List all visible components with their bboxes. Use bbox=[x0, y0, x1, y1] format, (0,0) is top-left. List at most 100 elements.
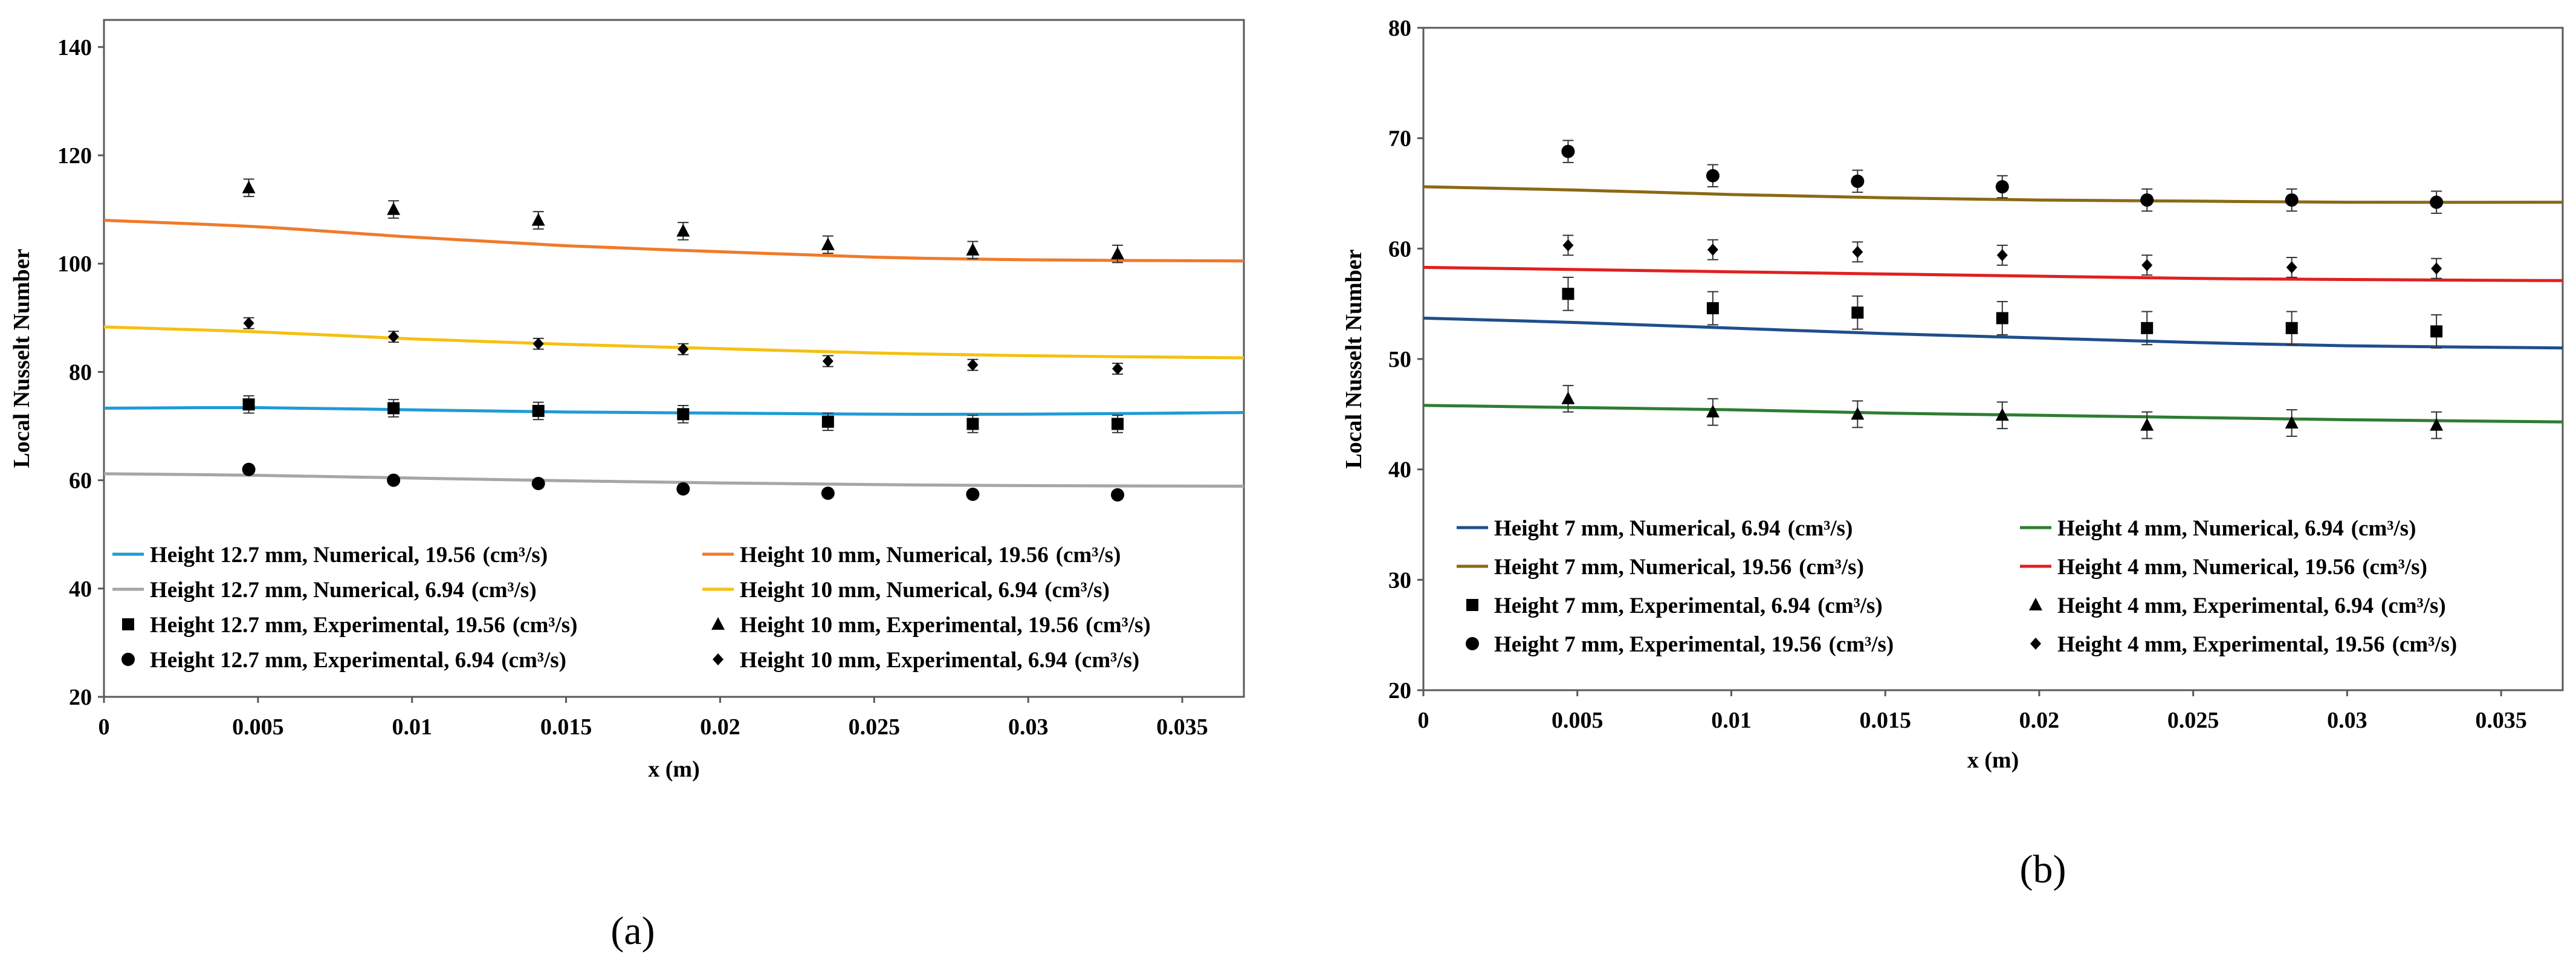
legend-unit: (cm³/s) bbox=[2362, 555, 2427, 580]
y-tick-label: 40 bbox=[1388, 458, 1411, 483]
y-tick-label: 20 bbox=[69, 685, 92, 710]
legend-unit: (cm³/s) bbox=[501, 648, 566, 673]
legend-marker-7 bbox=[713, 653, 723, 665]
data-point-series-5 bbox=[531, 213, 545, 226]
legend-label-1: Height 10 mm, Numerical, 19.56 (cm³/s) bbox=[740, 543, 1121, 568]
data-point-series-5 bbox=[676, 224, 690, 237]
legend-marker-5 bbox=[2029, 598, 2042, 610]
panel-label: (a) bbox=[610, 909, 655, 953]
data-point-series-6 bbox=[821, 487, 835, 500]
x-tick-label: 0.01 bbox=[1711, 708, 1752, 733]
data-point-series-7 bbox=[822, 355, 833, 367]
legend-unit: (cm³/s) bbox=[1086, 613, 1151, 638]
legend-label-1: Height 4 mm, Numerical, 6.94 (cm³/s) bbox=[2057, 516, 2416, 541]
data-point-series-7 bbox=[2141, 259, 2153, 271]
legend-name: Height 7 mm, Experimental, 19.56 bbox=[1494, 632, 1822, 657]
data-point-series-5 bbox=[966, 242, 980, 256]
legend-unit: (cm³/s) bbox=[2381, 593, 2446, 618]
x-tick-label: 0.035 bbox=[1156, 714, 1208, 740]
y-tick-label: 140 bbox=[57, 35, 92, 60]
legend-name: Height 12.7 mm, Numerical, 6.94 bbox=[150, 578, 464, 603]
data-point-series-6 bbox=[387, 473, 401, 487]
y-tick-label: 50 bbox=[1388, 347, 1411, 372]
legend-unit: (cm³/s) bbox=[2351, 516, 2416, 541]
series-line-3 bbox=[103, 325, 1244, 360]
legend-label-3: Height 10 mm, Numerical, 6.94 (cm³/s) bbox=[740, 578, 1110, 603]
x-tick-label: 0.035 bbox=[2475, 708, 2527, 733]
legend-unit: (cm³/s) bbox=[513, 613, 578, 638]
data-point-series-7 bbox=[967, 358, 979, 371]
y-tick-label: 40 bbox=[69, 577, 92, 602]
legend-unit: (cm³/s) bbox=[1075, 648, 1140, 673]
x-tick-label: 0.01 bbox=[392, 714, 432, 740]
y-axis-label: Local Nusselt Number bbox=[1341, 249, 1367, 468]
data-point-series-6 bbox=[1995, 180, 2009, 194]
x-axis-label: x (m) bbox=[648, 757, 699, 782]
legend-unit: (cm³/s) bbox=[1056, 543, 1121, 568]
legend-label-6: Height 7 mm, Experimental, 19.56 (cm³/s) bbox=[1494, 632, 1894, 657]
data-point-series-4 bbox=[1706, 302, 1719, 314]
legend-unit: (cm³/s) bbox=[1799, 555, 1864, 580]
data-point-series-4 bbox=[1562, 288, 1574, 300]
legend-marker-4 bbox=[1466, 599, 1478, 611]
data-point-series-7 bbox=[1112, 363, 1124, 375]
x-tick-label: 0.03 bbox=[2327, 708, 2367, 733]
y-tick-label: 80 bbox=[69, 360, 92, 385]
legend-name: Height 12.7 mm, Experimental, 19.56 bbox=[150, 613, 505, 638]
data-point-series-6 bbox=[1111, 488, 1125, 502]
data-point-series-4 bbox=[1112, 418, 1124, 430]
series-line-3 bbox=[1423, 265, 2563, 282]
data-point-series-7 bbox=[1707, 244, 1718, 256]
legend-name: Height 7 mm, Numerical, 6.94 bbox=[1494, 516, 1781, 541]
legend-unit: (cm³/s) bbox=[1829, 632, 1894, 657]
data-point-series-7 bbox=[1996, 249, 2008, 262]
data-point-series-7 bbox=[1852, 245, 1863, 258]
series-line-1 bbox=[103, 219, 1244, 263]
data-point-series-6 bbox=[1561, 144, 1575, 158]
data-point-series-7 bbox=[1562, 239, 1574, 251]
x-tick-label: 0.02 bbox=[2019, 708, 2060, 733]
y-tick-label: 120 bbox=[57, 143, 92, 169]
series-line-0 bbox=[103, 406, 1244, 416]
plot-area bbox=[103, 19, 1245, 698]
legend-label-3: Height 4 mm, Numerical, 19.56 (cm³/s) bbox=[2057, 555, 2427, 580]
data-point-series-4 bbox=[2285, 322, 2298, 334]
x-tick-label: 0 bbox=[1418, 708, 1429, 733]
x-tick-label: 0.03 bbox=[1008, 714, 1049, 740]
legend-marker-7 bbox=[2030, 638, 2041, 650]
chart-b: 20 30 40 50 60 70 80 0 0.005 0.01 0.015 0.02 0.025 0.… bbox=[1341, 16, 2564, 891]
y-tick-label: 60 bbox=[69, 468, 92, 494]
data-point-series-6 bbox=[1851, 174, 1865, 188]
data-point-series-5 bbox=[2430, 418, 2444, 431]
plot-area bbox=[1422, 27, 2564, 691]
data-point-series-4 bbox=[2430, 325, 2443, 338]
legend-label-5: Height 4 mm, Experimental, 6.94 (cm³/s) bbox=[2057, 593, 2446, 618]
x-tick-label: 0 bbox=[99, 714, 110, 740]
y-axis-label: Local Nusselt Number bbox=[9, 248, 34, 468]
legend-name: Height 10 mm, Numerical, 19.56 bbox=[740, 543, 1049, 568]
legend-label-7: Height 4 mm, Experimental, 19.56 (cm³/s) bbox=[2057, 632, 2457, 657]
data-point-series-5 bbox=[821, 237, 835, 250]
x-tick-label: 0.005 bbox=[1552, 708, 1604, 733]
data-point-series-6 bbox=[2430, 195, 2444, 209]
y-tick-label: 30 bbox=[1388, 568, 1411, 593]
legend-name: Height 12.7 mm, Experimental, 6.94 bbox=[150, 648, 494, 673]
y-tick-label: 20 bbox=[1388, 678, 1411, 703]
data-point-series-7 bbox=[2431, 262, 2442, 275]
legend-marker-6 bbox=[121, 653, 135, 666]
x-axis-label: x (m) bbox=[1967, 748, 2019, 773]
data-point-series-5 bbox=[1995, 408, 2009, 421]
x-tick-label: 0.015 bbox=[540, 714, 592, 740]
legend: Height 12.7 mm, Numerical, 19.56 (cm³/s) H… bbox=[112, 543, 1151, 673]
data-point-series-5 bbox=[1561, 391, 1575, 404]
y-tick-label: 100 bbox=[57, 251, 92, 277]
y-tick-label: 80 bbox=[1388, 16, 1411, 41]
y-tick-label: 70 bbox=[1388, 126, 1411, 152]
legend-label-7: Height 10 mm, Experimental, 6.94 (cm³/s) bbox=[740, 648, 1139, 673]
data-point-series-7 bbox=[678, 343, 689, 355]
legend-marker-4 bbox=[122, 618, 134, 630]
x-tick-label: 0.02 bbox=[700, 714, 740, 740]
legend-label-0: Height 7 mm, Numerical, 6.94 (cm³/s) bbox=[1494, 516, 1853, 541]
legend-label-4: Height 12.7 mm, Experimental, 19.56 (cm³/… bbox=[150, 613, 578, 638]
legend-name: Height 10 mm, Experimental, 19.56 bbox=[740, 613, 1078, 638]
